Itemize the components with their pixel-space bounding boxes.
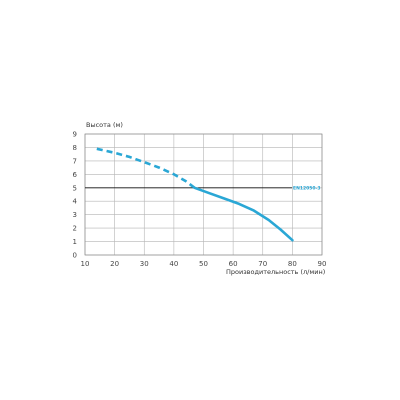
x-tick-label: 50 [199, 260, 208, 268]
x-tick-label: 70 [258, 260, 267, 268]
series-name-label: EN12050-3 [293, 185, 321, 191]
y-tick-label: 0 [73, 252, 77, 260]
y-tick-label: 1 [73, 238, 77, 246]
grid [84, 133, 323, 256]
y-tick-label: 6 [73, 171, 78, 179]
y-tick-label: 9 [73, 131, 77, 139]
series-line-dashed [96, 147, 196, 189]
series-line-solid [193, 186, 294, 242]
y-tick-label: 7 [73, 157, 77, 165]
y-axis-label: Высота (м) [86, 121, 123, 129]
y-tick-label: 4 [73, 198, 78, 206]
x-tick-label: 20 [110, 260, 119, 268]
x-tick-label: 40 [169, 260, 178, 268]
x-axis-label: Производительность (л/мин) [226, 268, 325, 276]
tick-labels: 10 20 30 40 50 60 70 80 90 0 1 2 3 4 5 6 7 8 9 [73, 131, 327, 269]
series-lines: EN12050-3 [96, 147, 321, 242]
y-tick-label: 2 [73, 225, 77, 233]
x-tick-label: 60 [229, 260, 238, 268]
x-tick-label: 80 [288, 260, 297, 268]
x-tick-label: 10 [81, 260, 90, 268]
y-tick-label: 5 [73, 184, 77, 192]
plot-frame [84, 133, 323, 256]
x-tick-label: 30 [140, 260, 149, 268]
x-tick-label: 90 [318, 260, 327, 268]
y-tick-label: 3 [73, 211, 77, 219]
y-tick-label: 8 [73, 144, 77, 152]
